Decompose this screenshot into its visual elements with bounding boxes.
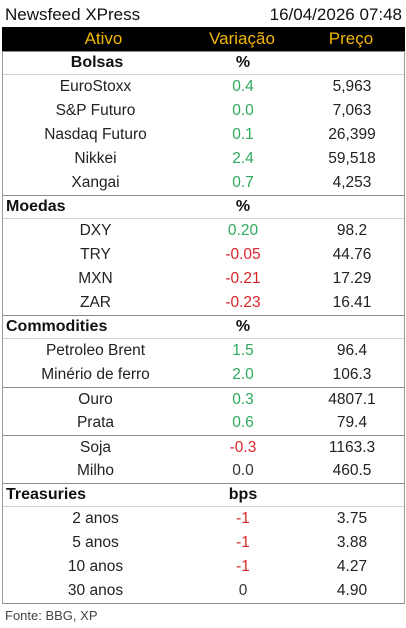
asset-price: 59,518 [328,150,376,167]
asset-change: 0.1 [232,126,254,143]
table-row: 5 anos -1 3.88 [3,531,404,555]
asset-name: Xangai [71,174,120,191]
table-row: MXN -0.21 17.29 [3,267,404,291]
asset-name: 30 anos [67,582,124,599]
asset-price: 5,963 [332,78,372,95]
table-row: Nasdaq Futuro 0.1 26,399 [3,123,404,147]
asset-name: MXN [78,270,113,287]
quotes-table: Bolsas% EuroStoxx 0.4 5,963 S&P Futuro 0.0 7,0… [2,51,405,604]
section-header: Moedas% [3,195,404,219]
asset-price: 16.41 [332,294,372,311]
asset-name: 10 anos [67,558,124,575]
section-unit: bps [228,486,258,503]
header-change: Variação [209,29,275,48]
asset-name: ZAR [80,294,111,311]
asset-price: 7,063 [332,102,372,119]
asset-price: 4.90 [336,582,368,599]
asset-price: 3.75 [336,510,368,527]
asset-price: 17.29 [332,270,372,287]
asset-name: DXY [79,222,112,239]
table-row: Petroleo Brent 1.5 96.4 [3,339,404,363]
asset-price: 79.4 [336,414,368,431]
section-header: Bolsas% [3,51,404,75]
asset-change: -1 [236,534,250,551]
source-note: Fonte: BBG, XP [5,608,98,623]
table-row: Milho 0.0 460.5 [3,459,404,483]
asset-name: TRY [80,246,111,263]
asset-change: -0.21 [225,270,261,287]
timestamp: 16/04/2026 07:48 [269,4,402,24]
column-header: Ativo Variação Preço [2,27,405,51]
asset-change: -1 [236,558,250,575]
table-row: DXY 0.20 98.2 [3,219,404,243]
asset-change: -0.3 [229,438,257,456]
section-header: Commodities% [3,315,404,339]
section-title: Moedas [6,198,66,215]
asset-change: -1 [236,510,250,527]
table-row: Prata 0.6 79.4 [3,411,404,435]
asset-name: Nasdaq Futuro [44,126,147,143]
asset-name: Ouro [78,390,113,408]
table-bottom-border [3,603,404,604]
asset-change: 0.7 [232,174,254,191]
section-title: Bolsas [70,54,124,71]
table-row: S&P Futuro 0.0 7,063 [3,99,404,123]
asset-change: 0.3 [232,390,254,408]
table-row: Minério de ferro 2.0 106.3 [3,363,404,387]
table-row: Soja -0.3 1163.3 [3,435,404,459]
asset-price: 96.4 [336,342,368,359]
asset-price: 26,399 [328,126,376,143]
section-unit: % [235,198,251,215]
asset-name: 2 anos [72,510,119,527]
page-title: Newsfeed XPress [5,4,141,24]
asset-change: 2.4 [232,150,254,167]
asset-name: Soja [79,438,112,456]
table-row: 30 anos 0 4.90 [3,579,404,603]
asset-price: 4807.1 [328,390,376,408]
asset-change: 0.0 [232,462,254,479]
asset-name: S&P Futuro [55,102,136,119]
table-row: TRY -0.05 44.76 [3,243,404,267]
asset-name: EuroStoxx [59,78,132,95]
asset-price: 1163.3 [328,438,376,456]
asset-change: 1.5 [232,342,254,359]
asset-price: 4,253 [332,174,372,191]
table-row: ZAR -0.23 16.41 [3,291,404,315]
asset-name: Nikkei [74,150,117,167]
asset-change: 0 [238,582,248,599]
asset-price: 3.88 [336,534,368,551]
title-bar: Newsfeed XPress 16/04/2026 07:48 [2,2,405,27]
table-row: Ouro 0.3 4807.1 [3,387,404,411]
section-title: Treasuries [6,486,87,503]
asset-price: 98.2 [336,222,368,239]
asset-change: -0.23 [225,294,261,311]
asset-change: 2.0 [232,366,254,383]
asset-change: 0.0 [232,102,254,119]
table-row: Nikkei 2.4 59,518 [3,147,404,171]
asset-price: 4.27 [336,558,368,575]
asset-name: 5 anos [72,534,119,551]
asset-price: 106.3 [332,366,372,383]
section-header: Treasuries bps [3,483,404,507]
header-asset: Ativo [84,29,123,48]
table-row: 10 anos -1 4.27 [3,555,404,579]
asset-name: Petroleo Brent [45,342,146,359]
section-unit: % [235,54,251,71]
table-row: 2 anos -1 3.75 [3,507,404,531]
table-row: EuroStoxx 0.4 5,963 [3,75,404,99]
asset-name: Milho [76,462,115,479]
asset-change: 0.6 [232,414,254,431]
section-title: Commodities [6,318,108,335]
asset-name: Prata [76,414,115,431]
asset-price: 460.5 [332,462,372,479]
table-row: Xangai 0.7 4,253 [3,171,404,195]
asset-change: -0.05 [225,246,261,263]
asset-change: 0.4 [232,78,254,95]
asset-price: 44.76 [332,246,372,263]
header-price: Preço [328,29,374,48]
asset-change: 0.20 [227,222,259,239]
section-unit: % [235,318,251,335]
asset-name: Minério de ferro [41,366,150,383]
